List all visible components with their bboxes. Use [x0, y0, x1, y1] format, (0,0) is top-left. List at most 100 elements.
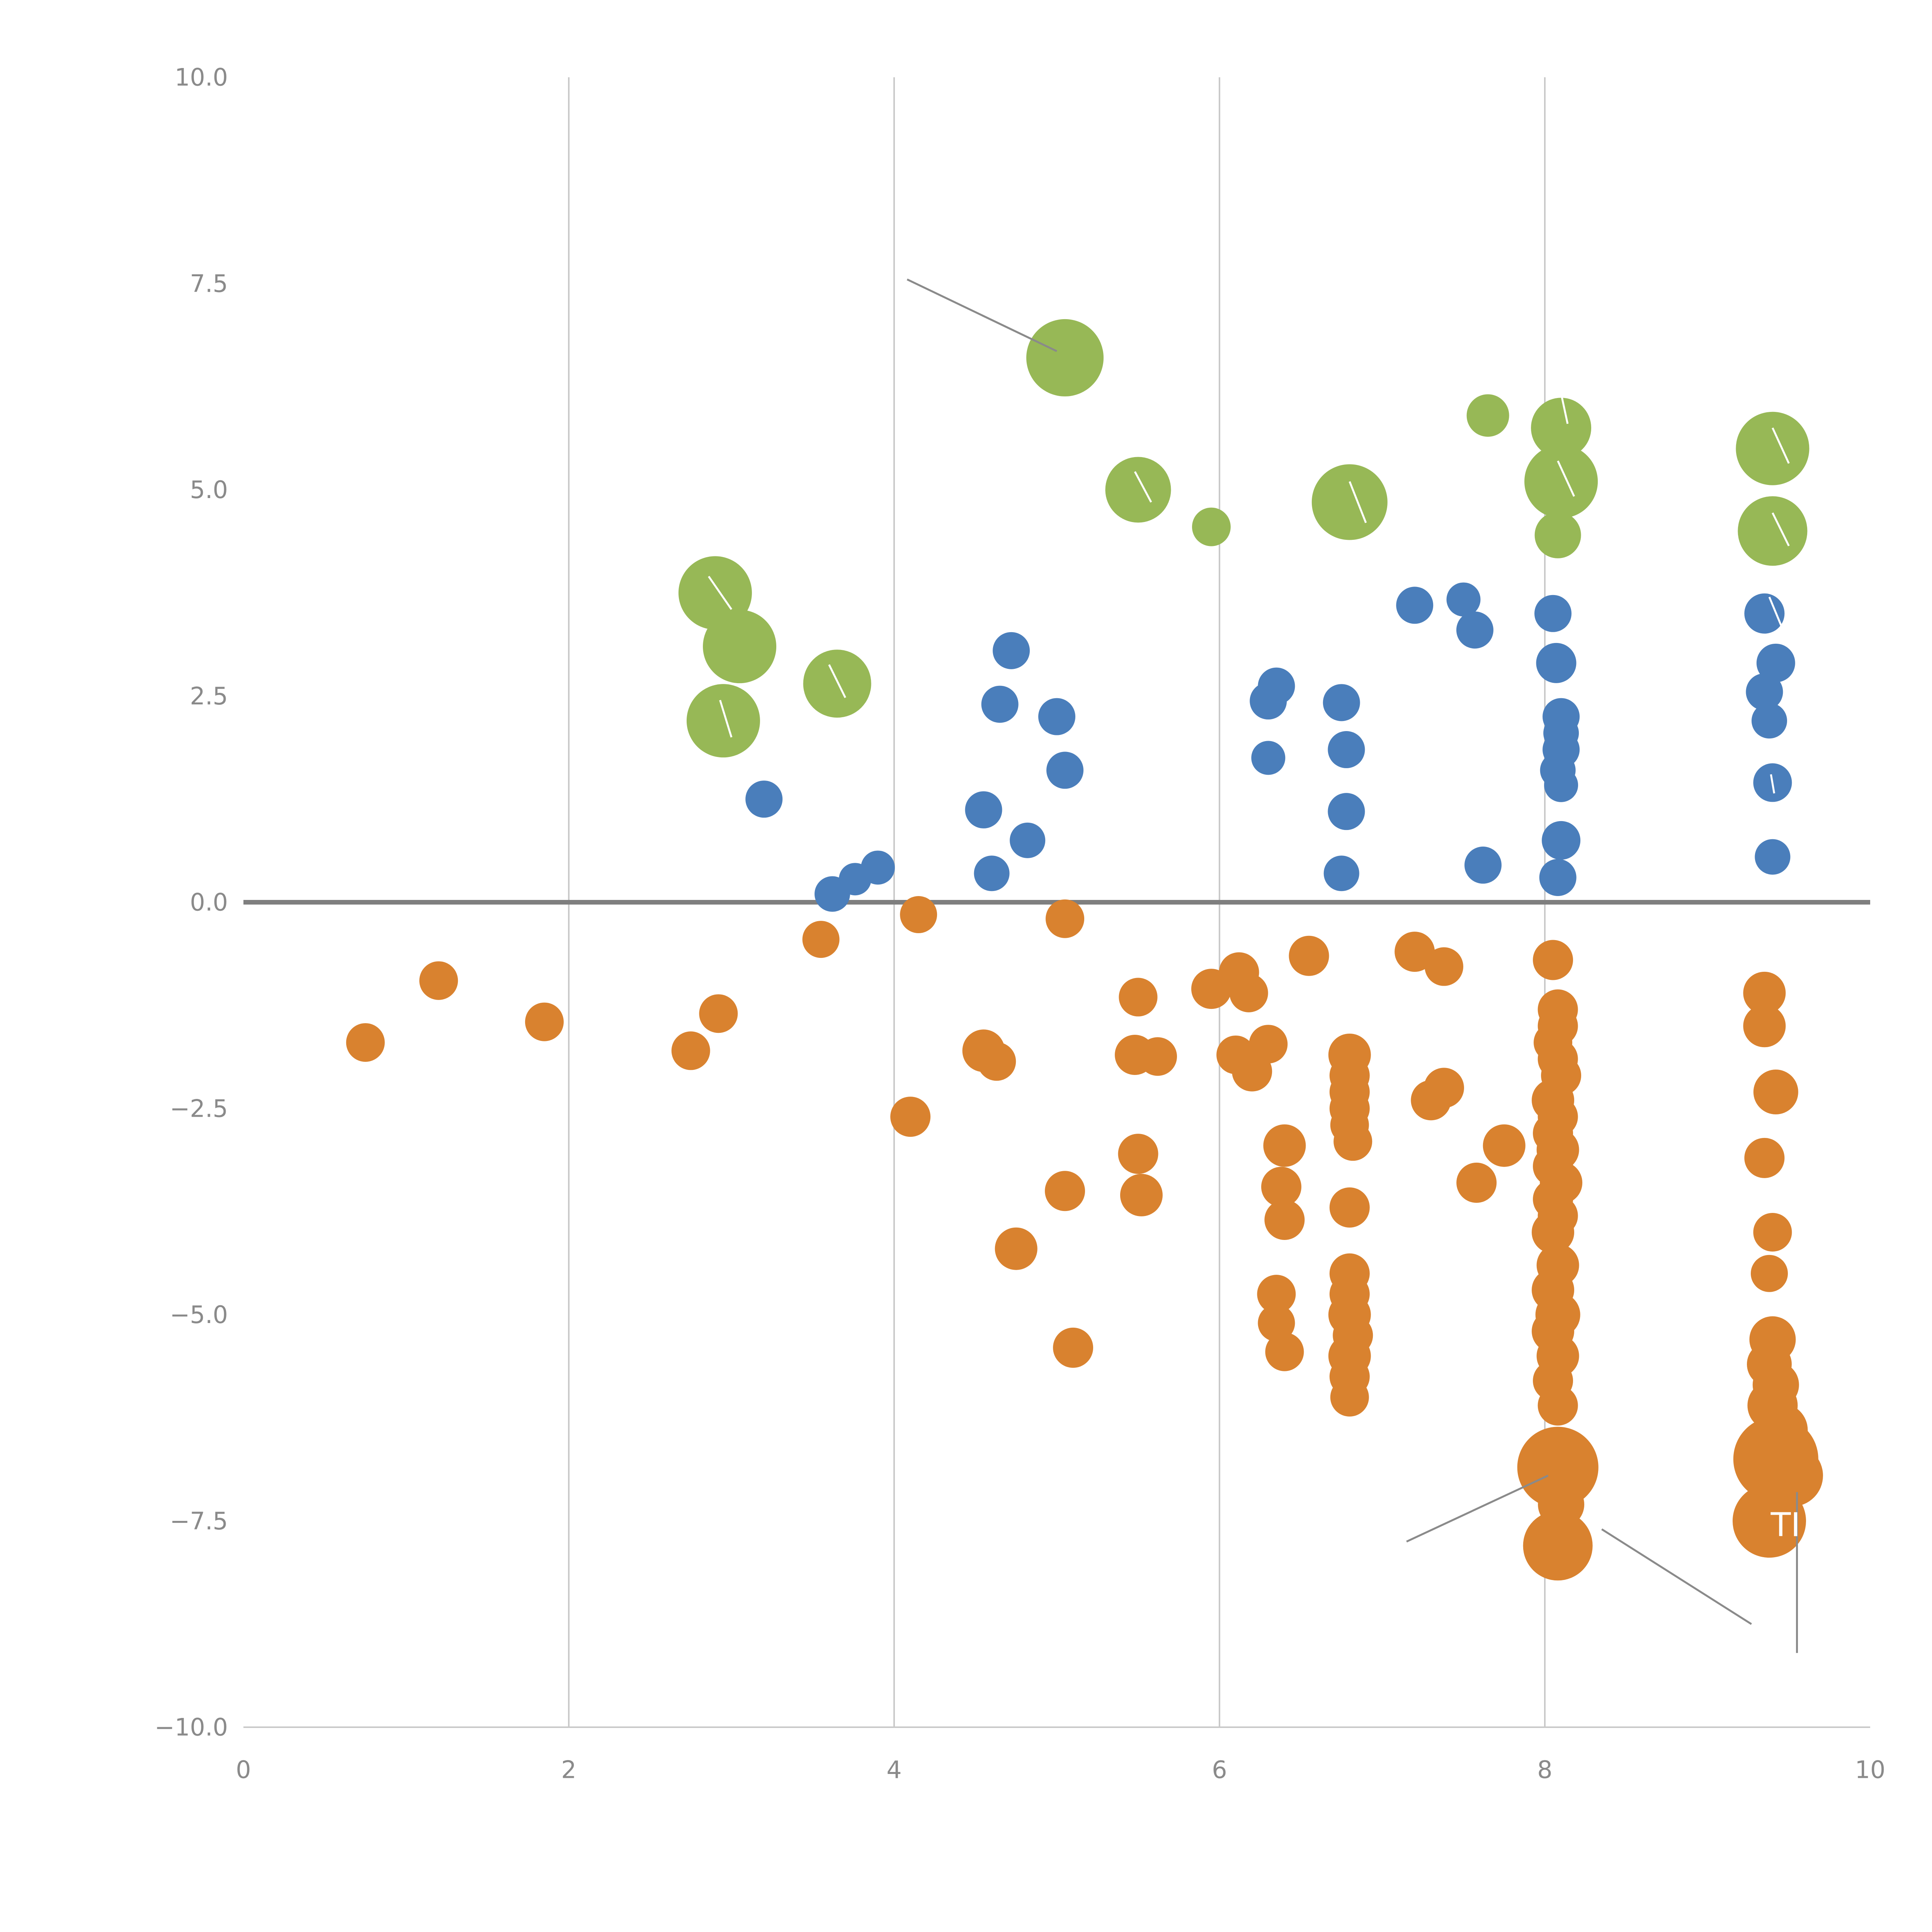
white-leader-segment: [1768, 597, 1783, 629]
data-point-green: [1026, 319, 1104, 396]
annotation-label: GTI: [1721, 1576, 1775, 1614]
data-point-blue: [1464, 846, 1502, 884]
data-point-orange: [1258, 1304, 1295, 1342]
data-point-blue: [965, 791, 1002, 828]
data-point-orange: [1261, 1167, 1301, 1207]
data-point-blue: [1446, 582, 1481, 617]
y-tick-label: 2.5: [190, 682, 228, 710]
white-leader-segment: [1349, 481, 1367, 523]
leader-line: [906, 278, 1058, 352]
x-tick-label: 0: [236, 1755, 251, 1784]
data-point-orange: [1532, 1211, 1575, 1253]
y-tick-label: 5.0: [190, 476, 228, 504]
data-point-blue: [1456, 611, 1493, 649]
data-point-orange: [1045, 1171, 1085, 1211]
white-leader-segment: [1557, 460, 1575, 497]
white-leader-segment: [1557, 378, 1569, 424]
data-point-green: [803, 650, 871, 718]
data-point-orange: [977, 1042, 1016, 1081]
x-tick-label: 2: [561, 1755, 576, 1784]
data-point-blue: [1251, 741, 1286, 775]
data-point-orange: [699, 994, 738, 1033]
data-point-orange: [890, 1097, 931, 1137]
data-point-orange: [1333, 1122, 1372, 1161]
data-point-orange: [1537, 1385, 1578, 1426]
data-point-blue: [1744, 593, 1785, 634]
data-point-orange: [1229, 973, 1268, 1012]
annotation-label: STIX: [1337, 637, 1410, 675]
data-point-orange: [1265, 1332, 1304, 1371]
y-tick-label: 7.5: [190, 269, 228, 298]
annotation-leader-lines: [906, 278, 1798, 1653]
y-tick-label: −2.5: [170, 1094, 228, 1122]
data-point-blue: [1539, 859, 1577, 896]
leader-line: [1601, 1528, 1752, 1625]
series-blue-dots: [745, 582, 1795, 912]
x-tick-label: 4: [886, 1755, 901, 1784]
data-point-green: [703, 610, 777, 684]
series-green-bubbles: [678, 319, 1810, 758]
data-point-orange: [1750, 1255, 1788, 1292]
leader-line: [1406, 1475, 1549, 1543]
data-point-green: [1736, 412, 1810, 485]
data-point-orange: [802, 921, 840, 958]
y-tick-label: −10.0: [155, 1713, 228, 1742]
x-tick-label: 6: [1212, 1755, 1227, 1784]
data-point-orange: [1483, 1124, 1526, 1167]
data-point-blue: [1323, 684, 1360, 721]
y-axis-tick-labels: 10.0 7.5 5.0 2.5 0.0 −2.5 −5.0 −7.5 −10.0: [155, 63, 228, 1742]
data-point-blue: [1010, 822, 1046, 858]
data-point-orange: [1289, 935, 1329, 976]
data-point-green: [1466, 394, 1509, 437]
data-point-blue: [1038, 698, 1075, 735]
data-point-green: [1531, 398, 1592, 458]
data-point-blue: [1250, 682, 1287, 720]
data-point-green: [1524, 445, 1598, 519]
data-point-orange: [1330, 1378, 1369, 1417]
data-point-blue: [1544, 768, 1578, 802]
data-point-orange: [1053, 1327, 1094, 1368]
data-point-blue: [1396, 587, 1434, 624]
data-point-orange: [1249, 1025, 1288, 1064]
data-point-blue: [1751, 703, 1787, 739]
data-point-blue: [1323, 855, 1359, 891]
data-point-orange: [1424, 947, 1463, 986]
data-point-orange: [1119, 978, 1158, 1017]
white-leader-segment: [708, 576, 733, 610]
data-point-orange: [1118, 1134, 1158, 1174]
data-point-orange: [1533, 940, 1573, 980]
data-point-green: [1738, 496, 1808, 566]
y-tick-label: −7.5: [170, 1507, 228, 1535]
data-point-orange: [1423, 1068, 1464, 1108]
data-point-orange: [346, 1023, 385, 1062]
x-tick-label: 8: [1537, 1755, 1552, 1784]
data-point-blue: [974, 855, 1010, 891]
data-point-blue: [1534, 595, 1572, 632]
data-point-orange: [1120, 1173, 1163, 1216]
x-tick-label: 10: [1855, 1755, 1886, 1784]
data-point-orange: [1138, 1037, 1177, 1076]
data-point-orange: [1046, 899, 1085, 938]
data-point-green: [1192, 507, 1231, 546]
data-point-blue: [1046, 752, 1084, 789]
data-point-blue: [1328, 731, 1365, 769]
data-point-blue: [1746, 673, 1783, 711]
data-point-orange: [1263, 1124, 1306, 1167]
data-point-orange: [671, 1031, 710, 1070]
data-point-blue: [1542, 821, 1581, 860]
x-axis-tick-labels: 0 2 4 6 8 10: [236, 1755, 1885, 1784]
annotation-white-segments: [708, 378, 1790, 794]
data-point-orange: [1257, 1275, 1296, 1314]
data-point-orange: [1744, 1138, 1785, 1178]
data-point-orange: [1456, 1162, 1497, 1203]
data-point-green: [1311, 464, 1388, 540]
white-leader-segment: [1770, 774, 1776, 794]
white-leader-segment: [1772, 512, 1790, 546]
annotation-label: TI: [1770, 1506, 1801, 1544]
data-point-orange: [1753, 1070, 1798, 1115]
data-point-orange: [1732, 1484, 1806, 1558]
white-leader-segment: [1134, 471, 1152, 503]
data-point-orange: [900, 896, 937, 934]
